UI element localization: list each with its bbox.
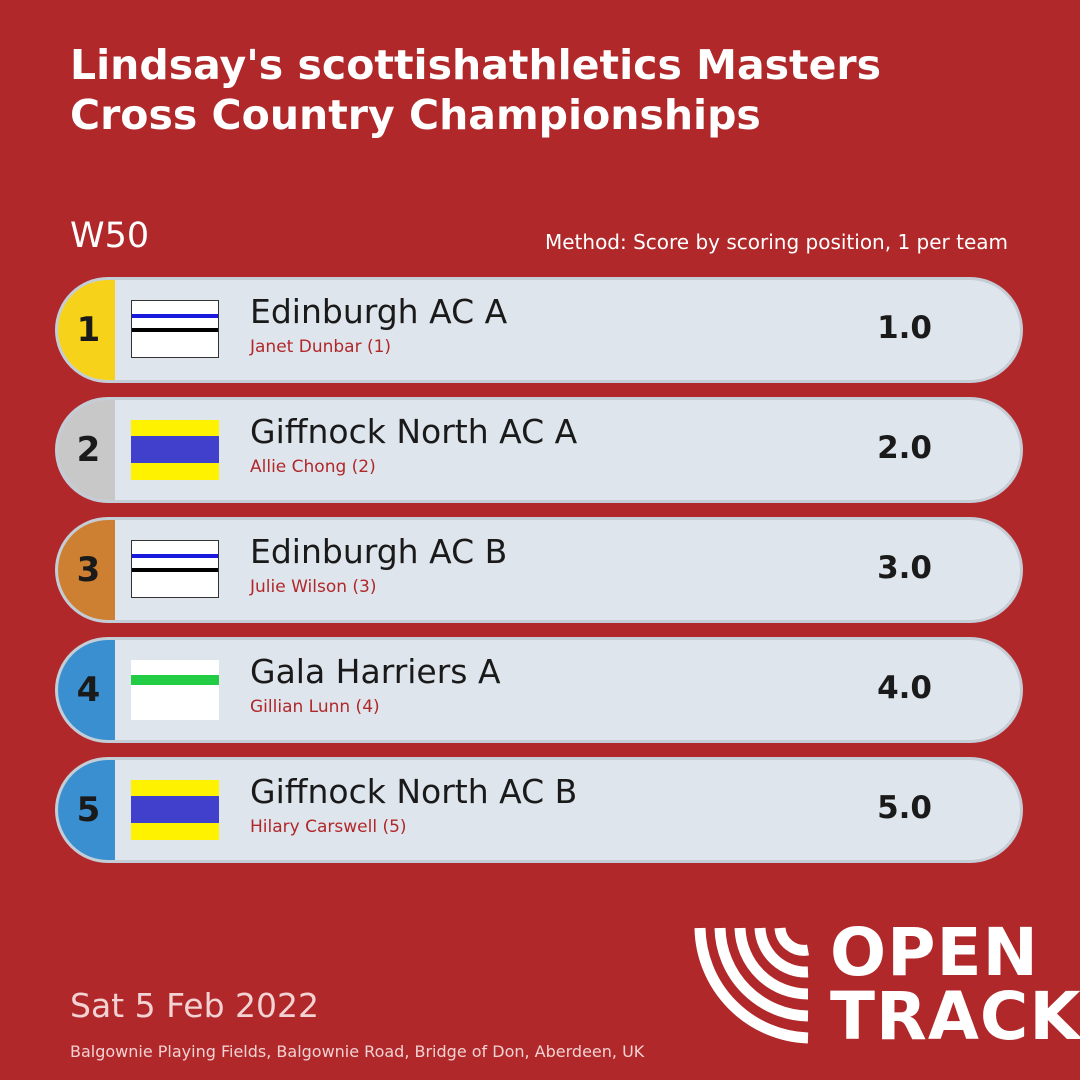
category: W50 <box>70 216 150 256</box>
athlete: Gillian Lunn (4) <box>250 697 380 717</box>
venue: Balgownie Playing Fields, Balgownie Road… <box>70 1042 645 1061</box>
result-row: 5 Giffnock North AC B Hilary Carswell (5… <box>58 760 1020 860</box>
score: 2.0 <box>877 430 932 466</box>
position: 1 <box>58 280 115 380</box>
result-row: 1 Edinburgh AC A Janet Dunbar (1) 1.0 <box>58 280 1020 380</box>
position: 3 <box>58 520 115 620</box>
result-row: 4 Gala Harriers A Gillian Lunn (4) 4.0 <box>58 640 1020 740</box>
score: 3.0 <box>877 550 932 586</box>
position: 2 <box>58 400 115 500</box>
date: Sat 5 Feb 2022 <box>70 986 319 1025</box>
result-row: 3 Edinburgh AC B Julie Wilson (3) 3.0 <box>58 520 1020 620</box>
team: Giffnock North AC B <box>250 772 578 811</box>
athlete: Allie Chong (2) <box>250 457 376 477</box>
logo-mark <box>694 927 809 1044</box>
athlete: Janet Dunbar (1) <box>250 337 392 357</box>
score: 1.0 <box>877 310 932 346</box>
method: Method: Score by scoring position, 1 per… <box>544 230 1008 254</box>
title: Cross Country Championships <box>70 91 761 139</box>
flag <box>131 540 219 598</box>
flag <box>131 780 219 840</box>
team: Gala Harriers A <box>250 652 501 691</box>
team: Edinburgh AC B <box>250 532 508 571</box>
athlete: Julie Wilson (3) <box>250 577 377 597</box>
result-row: 2 Giffnock North AC A Allie Chong (2) 2.… <box>58 400 1020 500</box>
team: Edinburgh AC A <box>250 292 508 331</box>
flag <box>131 300 219 358</box>
title: Lindsay's scottishathletics Masters <box>70 41 882 89</box>
position: 4 <box>58 640 115 740</box>
logo-text: OPEN <box>830 914 1039 991</box>
logo-text: TRACK <box>830 978 1080 1055</box>
score: 4.0 <box>877 670 932 706</box>
team: Giffnock North AC A <box>250 412 578 451</box>
position: 5 <box>58 760 115 860</box>
score: 5.0 <box>877 790 932 826</box>
flag <box>131 660 219 720</box>
athlete: Hilary Carswell (5) <box>250 817 407 837</box>
flag <box>131 420 219 480</box>
